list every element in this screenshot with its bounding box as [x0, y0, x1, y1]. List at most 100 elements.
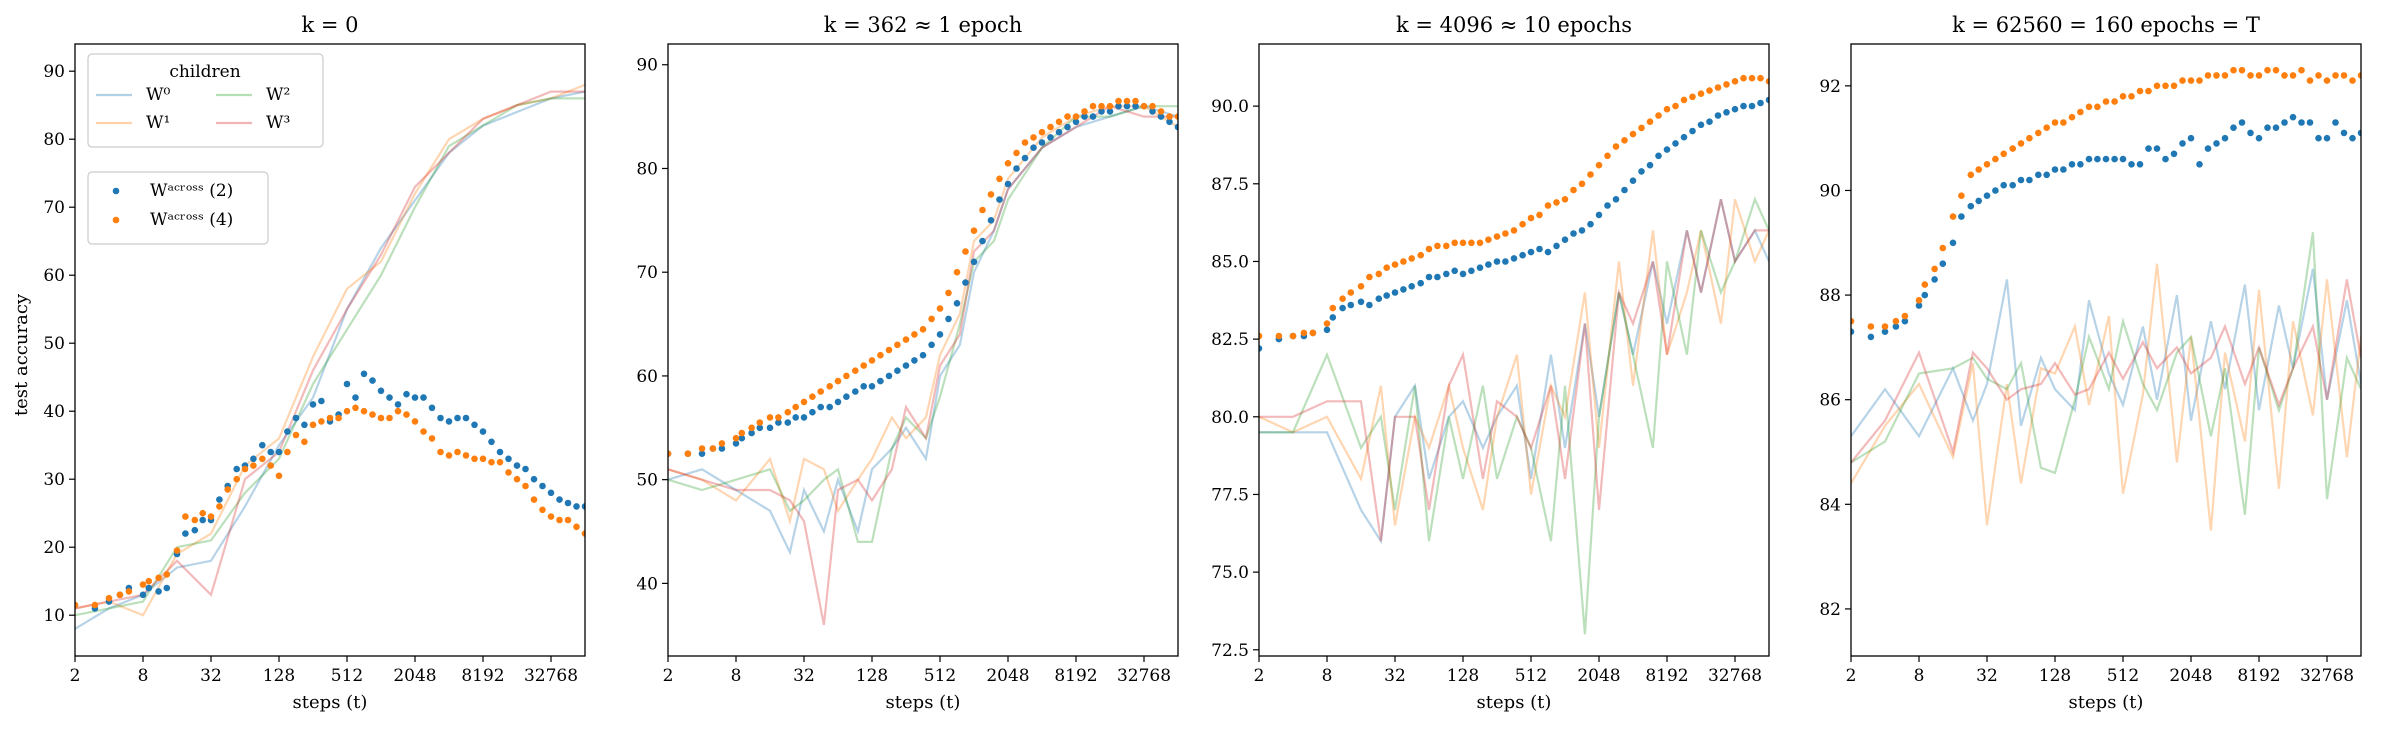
scatter-point-across-4	[326, 414, 334, 422]
scatter-point-across-2	[250, 455, 257, 463]
scatter-point-across-4	[369, 411, 376, 418]
legend-title: children	[169, 62, 240, 82]
y-tick-label: 72.5	[1211, 641, 1249, 661]
scatter-point-across-2	[2221, 134, 2229, 142]
series-line-w2	[1259, 196, 1769, 635]
scatter-point-across-2	[1680, 133, 1688, 141]
x-tick-label: 2048	[1577, 666, 1620, 686]
scatter-point-across-2	[428, 404, 436, 412]
scatter-point-across-2	[1081, 113, 1088, 120]
scatter-point-across-2	[1892, 323, 1900, 330]
x-axis-label: steps (t)	[2069, 692, 2144, 713]
scatter-point-across-2	[420, 394, 427, 401]
scatter-point-across-2	[1697, 121, 1705, 129]
scatter-point-across-4	[2281, 72, 2288, 79]
scatter-point-across-2	[1030, 144, 1037, 151]
scatter-point-across-2	[1443, 270, 1450, 278]
series-line-w1	[1259, 198, 1769, 526]
scatter-point-across-2	[1915, 302, 1923, 309]
scatter-point-across-2	[2026, 176, 2033, 184]
y-tick-label: 82	[1819, 600, 1841, 620]
scatter-point-across-4	[775, 414, 782, 421]
y-tick-label: 86	[1819, 391, 1841, 411]
scatter-point-across-4	[1697, 90, 1705, 97]
scatter-point-across-2	[1459, 270, 1467, 278]
y-tick-label: 50	[636, 471, 658, 491]
scatter-point-across-4	[462, 452, 470, 459]
scatter-point-across-4	[953, 268, 961, 276]
scatter-point-across-2	[318, 397, 325, 405]
scatter-point-across-2	[2332, 119, 2339, 126]
scatter-point-across-2	[868, 383, 876, 390]
scatter-point-across-2	[2349, 134, 2356, 142]
scatter-point-across-2	[1089, 113, 1097, 120]
scatter-point-across-2	[1072, 118, 1080, 126]
scatter-point-across-4	[928, 315, 935, 323]
scatter-point-across-4	[1300, 329, 1308, 337]
scatter-point-across-2	[2230, 124, 2237, 131]
scatter-point-across-4	[386, 414, 393, 422]
scatter-point-across-2	[1604, 202, 1611, 209]
scatter-point-across-4	[2204, 72, 2212, 79]
scatter-point-across-2	[1391, 289, 1399, 296]
scatter-point-across-2	[1748, 102, 1756, 110]
scatter-point-across-4	[1329, 304, 1337, 312]
plot-area	[668, 97, 1178, 626]
x-tick-label: 2048	[986, 666, 1029, 686]
scatter-point-across-4	[996, 175, 1003, 183]
scatter-point-across-4	[1680, 96, 1688, 104]
scatter-point-across-2	[1055, 128, 1063, 136]
scatter-point-across-2	[1663, 146, 1671, 153]
scatter-point-across-4	[2306, 77, 2314, 84]
series-line-w2	[75, 97, 585, 617]
scatter-point-across-4	[1723, 81, 1730, 88]
scatter-point-across-4	[2068, 113, 2076, 121]
scatter-point-across-2	[2111, 155, 2118, 163]
scatter-point-across-2	[1595, 211, 1603, 219]
scatter-point-across-4	[1706, 87, 1713, 94]
x-tick-label: 2048	[2169, 666, 2212, 686]
x-tick-label: 128	[856, 666, 888, 686]
scatter-point-across-4	[1621, 137, 1628, 144]
scatter-point-across-4	[318, 418, 325, 425]
scatter-point-across-4	[826, 383, 833, 390]
series-line-w1	[75, 83, 585, 617]
scatter-point-across-4	[2230, 66, 2237, 74]
scatter-point-across-2	[1493, 258, 1501, 265]
scatter-point-across-4	[2026, 134, 2033, 142]
x-tick-label: 512	[924, 666, 956, 686]
scatter-point-across-2	[1578, 227, 1586, 234]
scatter-point-across-4	[2247, 72, 2254, 79]
scatter-point-across-4	[301, 438, 308, 446]
scatter-point-across-4	[105, 594, 113, 602]
scatter-point-across-4	[843, 372, 850, 380]
scatter-point-across-2	[2094, 155, 2101, 163]
x-tick-label: 32	[1384, 666, 1406, 686]
scatter-point-across-2	[1757, 99, 1764, 107]
x-axis-label: steps (t)	[1477, 692, 1552, 713]
scatter-point-across-2	[1004, 180, 1012, 188]
scatter-point-across-4	[1949, 213, 1957, 220]
y-tick-label: 70	[43, 198, 65, 218]
scatter-point-across-2	[1400, 286, 1407, 293]
legend-entry-label: W¹	[146, 113, 170, 133]
scatter-point-across-4	[809, 393, 816, 401]
scatter-point-across-4	[1536, 211, 1543, 219]
scatter-point-across-2	[1157, 113, 1165, 120]
scatter-point-across-2	[784, 419, 792, 426]
scatter-point-across-4	[259, 455, 266, 463]
x-tick-label: 2	[663, 666, 674, 686]
scatter-point-across-4	[945, 289, 952, 297]
scatter-point-across-2	[1714, 112, 1722, 119]
scatter-point-across-2	[1013, 165, 1020, 172]
scatter-point-across-4	[207, 513, 215, 520]
x-tick-label: 32	[1976, 666, 1998, 686]
scatter-point-across-4	[1765, 78, 1769, 85]
scatter-point-across-4	[556, 516, 563, 524]
scatter-point-across-4	[1663, 105, 1671, 113]
scatter-point-across-2	[1425, 273, 1433, 281]
scatter-point-across-2	[445, 418, 453, 425]
x-tick-label: 8192	[2237, 666, 2280, 686]
scatter-point-across-2	[505, 455, 512, 463]
